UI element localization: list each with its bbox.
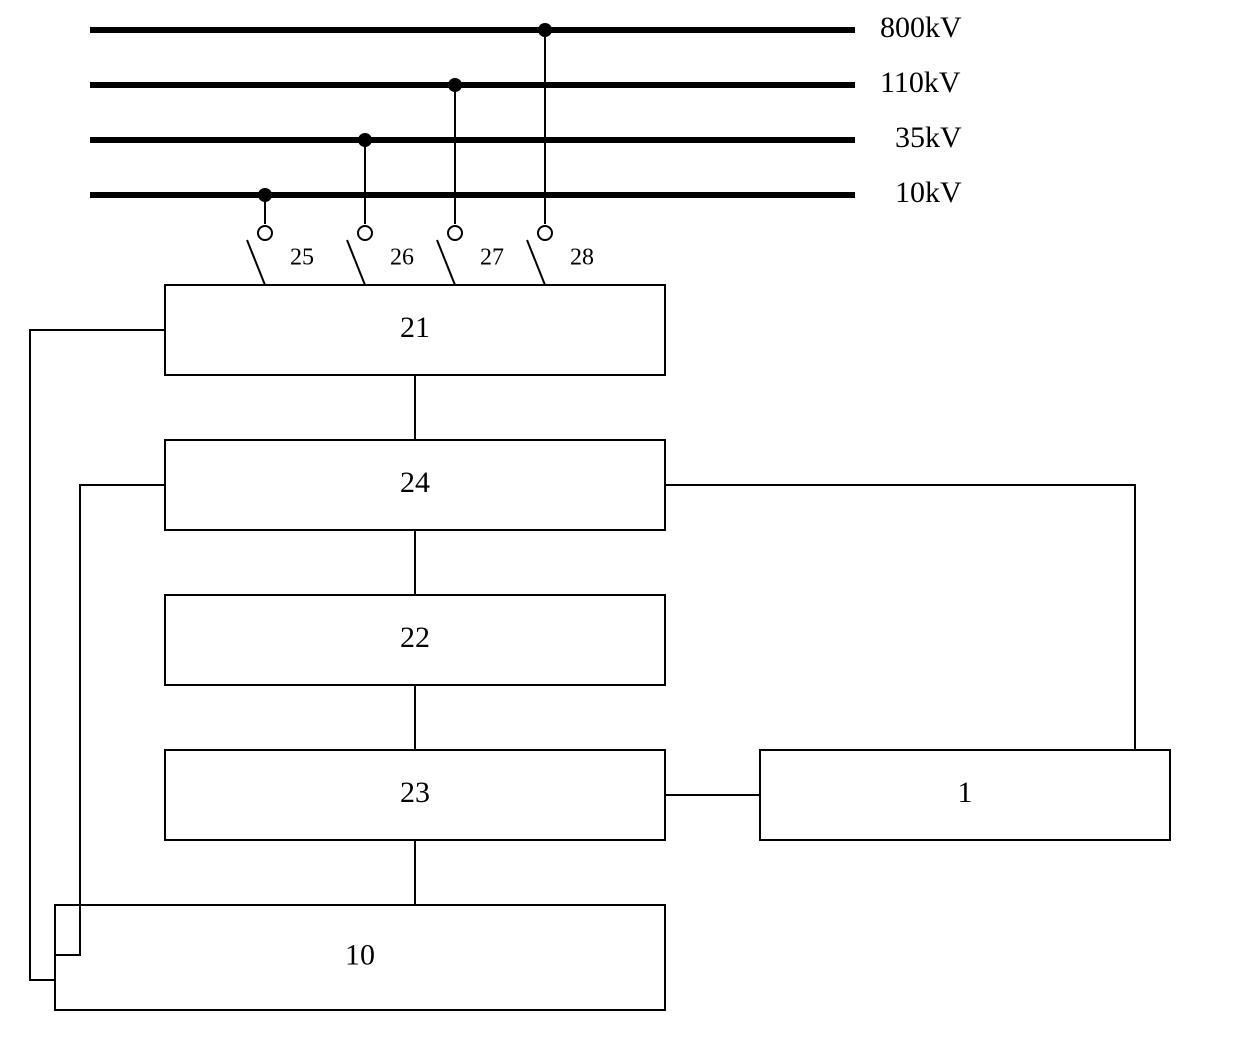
bus-110kv-label: 110kV bbox=[880, 66, 961, 99]
bus-35kv-label: 35kV bbox=[895, 121, 962, 154]
sw-25-label: 25 bbox=[290, 245, 314, 271]
r-10-left-24 bbox=[55, 485, 165, 955]
r-10-left-21 bbox=[30, 330, 165, 980]
electrical-diagram: 800kV 110kV 35kV 10kV 25 26 27 28 21 24 22 23 1 10 bbox=[0, 0, 1240, 1037]
sw-26 bbox=[347, 133, 372, 285]
bus-10kv-label: 10kV bbox=[895, 176, 962, 209]
block-1-label: 1 bbox=[958, 776, 973, 809]
block-23-label: 23 bbox=[400, 776, 430, 809]
block-22-label: 22 bbox=[400, 621, 430, 654]
sw-27 bbox=[437, 78, 462, 285]
block-10-label: 10 bbox=[345, 938, 375, 971]
sw-27-label: 27 bbox=[480, 245, 504, 271]
sw-26-label: 26 bbox=[390, 245, 414, 271]
sw-28-label: 28 bbox=[570, 245, 594, 271]
bus-800kv-label: 800kV bbox=[880, 11, 962, 44]
sw-28 bbox=[527, 23, 552, 285]
r-24-1 bbox=[665, 485, 1135, 750]
sw-25 bbox=[247, 188, 272, 285]
block-24-label: 24 bbox=[400, 466, 430, 499]
block-21-label: 21 bbox=[400, 311, 430, 344]
